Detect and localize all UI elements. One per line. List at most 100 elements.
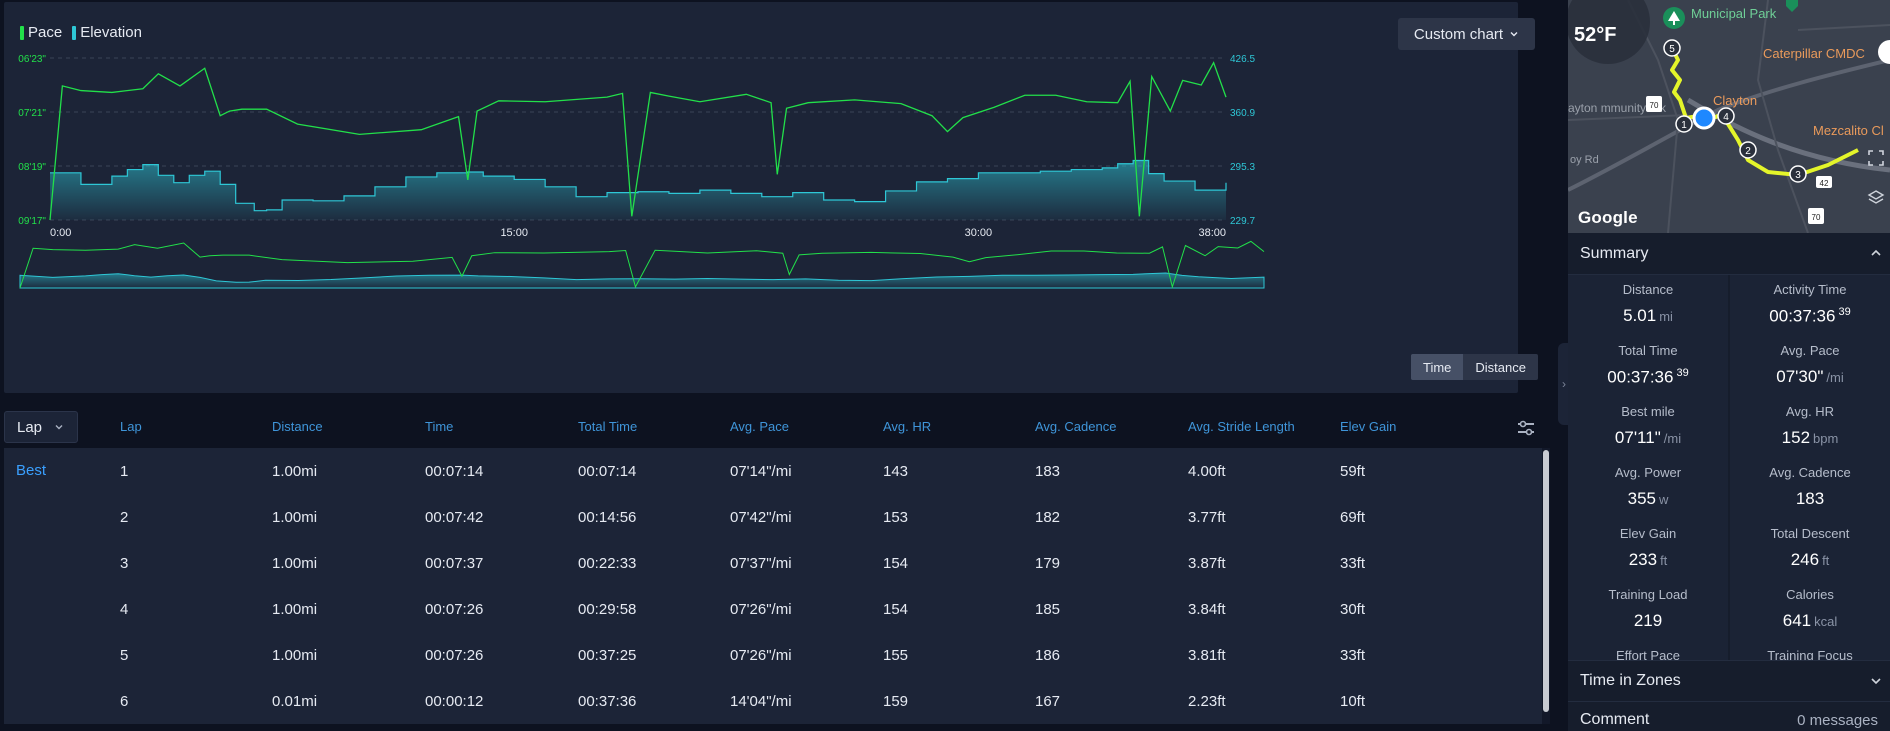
pace-elevation-chart[interactable]: 06'23" 426.5 07'21" 360.9 08'19" 295.3 09'17" 2… bbox=[4, 2, 1518, 393]
map-label-caterpillar: Caterpillar CMDC bbox=[1763, 46, 1865, 61]
route-marker-2[interactable]: 2 bbox=[1739, 141, 1757, 159]
stat-avg-hr: Avg. HR 152 bpm bbox=[1730, 397, 1890, 458]
lap-cell-avg-hr: 154 bbox=[883, 601, 909, 618]
stat-total-descent: Total Descent 246 ft bbox=[1730, 519, 1890, 580]
lap-cell-avg-hr: 143 bbox=[883, 463, 909, 480]
chevron-right-icon: › bbox=[1562, 377, 1566, 391]
svg-text:2: 2 bbox=[1745, 146, 1751, 157]
lap-table-scrollbar[interactable] bbox=[1542, 448, 1550, 724]
map-label-road: oy Rd bbox=[1570, 154, 1599, 166]
stat-elev-gain: Elev Gain 233 ft bbox=[1568, 519, 1728, 580]
chevron-down-icon bbox=[1871, 678, 1881, 685]
y-right-tick-label: 360.9 bbox=[1230, 108, 1255, 119]
route-marker-5[interactable]: 5 bbox=[1663, 39, 1681, 57]
stat-value: 355 bbox=[1627, 489, 1656, 508]
legend-pace-label: Pace bbox=[28, 24, 63, 41]
collapse-panel-handle[interactable]: › bbox=[1558, 343, 1570, 425]
column-header-avg-stride-length[interactable]: Avg. Stride Length bbox=[1188, 419, 1295, 434]
lap-cell-total-time: 00:37:25 bbox=[578, 647, 637, 664]
toggle-distance-button[interactable]: Distance bbox=[1475, 359, 1526, 375]
lap-cell-avg-cadence: 185 bbox=[1035, 601, 1061, 618]
lap-cell-time: 00:07:26 bbox=[425, 601, 484, 618]
lap-table-body: Best 1 1.00mi 00:07:14 00:07:14 07'14"/mi 143… bbox=[4, 448, 1542, 724]
stat-value-wrap: 246 ft bbox=[1730, 550, 1890, 570]
comment-count: 0 messages bbox=[1797, 712, 1878, 729]
stat-label: Training Focus bbox=[1767, 648, 1853, 660]
stat-activity-time: Activity Time 00:37:36 39 bbox=[1730, 275, 1890, 336]
column-header-distance[interactable]: Distance bbox=[272, 419, 323, 434]
time-in-zones-header[interactable]: Time in Zones bbox=[1568, 660, 1890, 702]
legend-elevation[interactable]: Elevation bbox=[72, 24, 142, 41]
stat-label: Activity Time bbox=[1773, 282, 1847, 297]
column-header-avg-pace[interactable]: Avg. Pace bbox=[730, 419, 790, 434]
lap-cell-elev-gain: 33ft bbox=[1340, 647, 1366, 664]
svg-text:70: 70 bbox=[1650, 101, 1659, 110]
column-header-lap[interactable]: Lap bbox=[120, 419, 142, 434]
comment-section-header[interactable]: Comment 0 messages bbox=[1568, 700, 1890, 731]
route-marker-1[interactable]: 1 bbox=[1675, 115, 1693, 133]
lap-dropdown[interactable]: Lap bbox=[4, 411, 78, 443]
lap-cell-distance: 1.00mi bbox=[272, 555, 318, 572]
custom-chart-button[interactable]: Custom chart bbox=[1398, 18, 1535, 50]
lap-table-row[interactable]: 4 1.00mi 00:07:26 00:29:58 07'26"/mi 154 185 3.… bbox=[4, 586, 1540, 632]
layers-icon[interactable] bbox=[1864, 186, 1888, 210]
stat-value: 233 bbox=[1628, 550, 1658, 569]
stat-best-mile: Best mile 07'11"/mi bbox=[1568, 397, 1728, 458]
route-map[interactable]: Municipal Park Caterpillar CMDC Clayton … bbox=[1568, 0, 1890, 233]
column-header-time[interactable]: Time bbox=[425, 419, 454, 434]
lap-cell-lap: 1 bbox=[120, 463, 129, 480]
lap-cell-avg-cadence: 186 bbox=[1035, 647, 1061, 664]
x-tick-label: 15:00 bbox=[500, 227, 528, 239]
toggle-time-button[interactable]: Time bbox=[1411, 354, 1464, 380]
lap-cell-time: 00:07:14 bbox=[425, 463, 484, 480]
svg-text:1: 1 bbox=[1681, 120, 1687, 131]
summary-section-header[interactable]: Summary bbox=[1568, 233, 1890, 275]
column-header-avg-cadence[interactable]: Avg. Cadence bbox=[1035, 419, 1117, 434]
lap-cell-time: 00:07:37 bbox=[425, 555, 484, 572]
legend-pace[interactable]: Pace bbox=[20, 24, 62, 41]
lap-table-row[interactable]: 3 1.00mi 00:07:37 00:22:33 07'37"/mi 154 179 3.… bbox=[4, 540, 1540, 586]
stat-value-wrap: 219 bbox=[1568, 611, 1728, 631]
lap-table-row[interactable]: 6 0.01mi 00:00:12 00:37:36 14'04"/mi 159 167 2.… bbox=[4, 678, 1540, 724]
lap-cell-avg-pace: 14'04"/mi bbox=[730, 693, 792, 710]
lap-table-row[interactable]: 2 1.00mi 00:07:42 00:14:56 07'42"/mi 153 182 3.… bbox=[4, 494, 1540, 540]
stat-unit: kcal bbox=[1814, 614, 1838, 629]
stat-label: Avg. HR bbox=[1785, 404, 1835, 419]
route-marker-3[interactable]: 3 bbox=[1789, 165, 1807, 183]
stat-training-load: Training Load 219 bbox=[1568, 580, 1728, 641]
lap-table-row[interactable]: 5 1.00mi 00:07:26 00:37:25 07'26"/mi 155 186 3.… bbox=[4, 632, 1540, 678]
lap-cell-avg-pace: 07'37"/mi bbox=[730, 555, 792, 572]
y-left-tick-label: 08'19" bbox=[18, 162, 46, 173]
column-header-avg-hr[interactable]: Avg. HR bbox=[883, 419, 932, 434]
route-marker-4[interactable]: 4 bbox=[1717, 107, 1735, 125]
lap-cell-time: 00:07:42 bbox=[425, 509, 484, 526]
stat-value: 183 bbox=[1795, 489, 1825, 508]
best-lap-link[interactable]: Best bbox=[16, 462, 47, 479]
column-header-total-time[interactable]: Total Time bbox=[578, 419, 638, 434]
fullscreen-icon[interactable] bbox=[1864, 146, 1888, 170]
road-shield-42: 42 bbox=[1816, 176, 1832, 188]
stat-fraction: 39 bbox=[1838, 306, 1851, 318]
legend-elevation-swatch bbox=[72, 25, 77, 40]
stat-training-focus: Training Focus bbox=[1730, 641, 1890, 660]
svg-text:5: 5 bbox=[1669, 44, 1675, 55]
column-header-elev-gain[interactable]: Elev Gain bbox=[1340, 419, 1397, 434]
svg-text:3: 3 bbox=[1795, 170, 1801, 181]
road-shield-70: 70 bbox=[1646, 96, 1662, 112]
lap-cell-time: 00:00:12 bbox=[425, 693, 484, 710]
y-right-tick-label: 426.5 bbox=[1230, 54, 1255, 65]
current-location-dot bbox=[1692, 106, 1716, 130]
stat-label: Best mile bbox=[1621, 404, 1675, 419]
lap-cell-avg-hr: 159 bbox=[883, 693, 909, 710]
stat-value-wrap: 00:37:36 39 bbox=[1730, 306, 1890, 327]
svg-text:70: 70 bbox=[1812, 213, 1821, 222]
scrollbar-thumb[interactable] bbox=[1543, 450, 1549, 712]
lap-table-row[interactable]: 1 1.00mi 00:07:14 00:07:14 07'14"/mi 143 183 4.… bbox=[4, 448, 1540, 494]
lap-cell-total-time: 00:14:56 bbox=[578, 509, 637, 526]
map-temperature: 52°F bbox=[1574, 24, 1617, 46]
elevation-area bbox=[50, 160, 1226, 220]
x-tick-label: 38:00 bbox=[1198, 227, 1226, 239]
column-settings-icon[interactable] bbox=[1516, 418, 1536, 438]
stat-value: 152 bbox=[1781, 428, 1811, 447]
stat-value-wrap: 152 bpm bbox=[1730, 428, 1890, 448]
